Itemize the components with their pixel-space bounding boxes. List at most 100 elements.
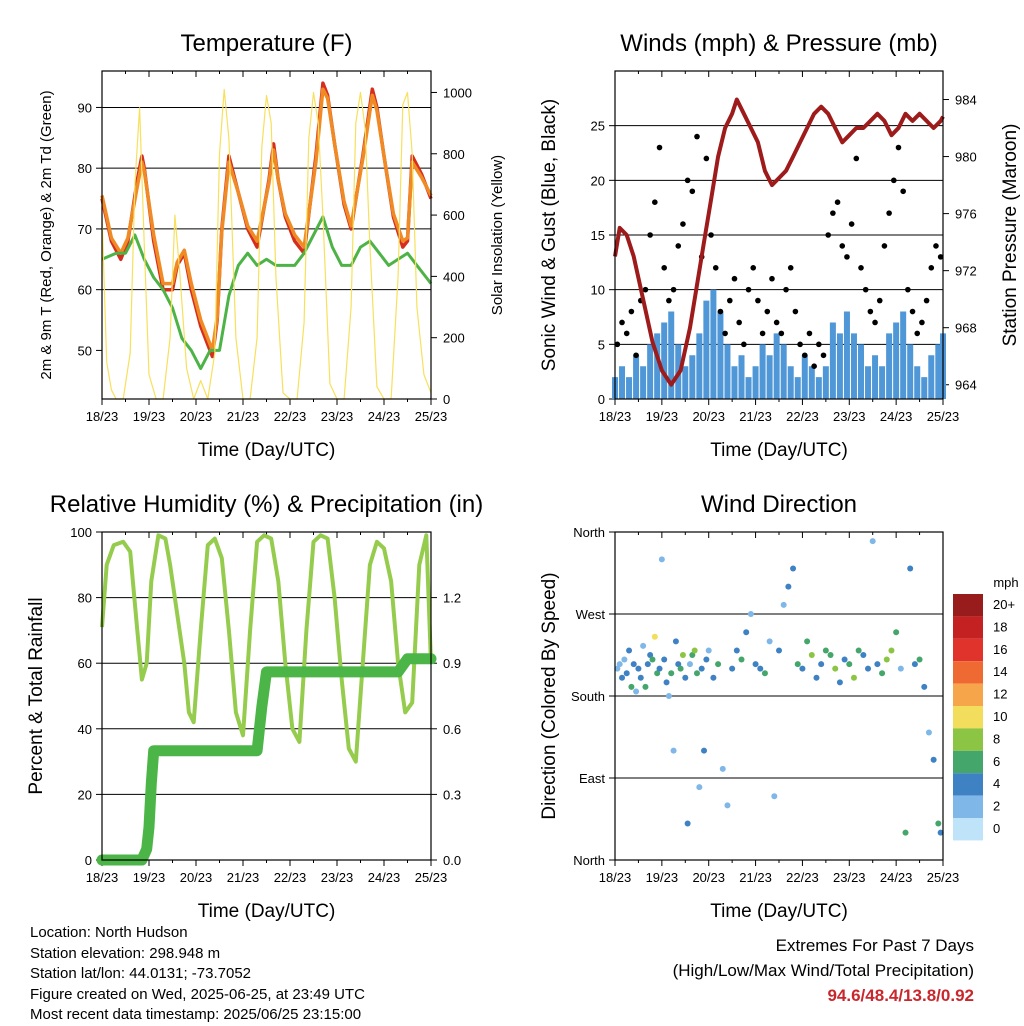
legend-label: 10: [993, 709, 1007, 724]
direction-point: [715, 661, 722, 668]
location-text: Location: North Hudson: [30, 924, 188, 941]
direction-point: [874, 661, 881, 668]
series-line-9m-t: [100, 87, 433, 353]
direction-point: [616, 661, 623, 668]
legend-label: 8: [993, 731, 1000, 746]
x-tick-label: 24/23: [368, 870, 401, 885]
x-tick-label: 24/23: [368, 409, 401, 424]
plot-frame: [101, 531, 432, 861]
y-tick-label: South: [571, 689, 605, 704]
direction-point: [698, 665, 705, 672]
legend-swatch: [953, 616, 983, 639]
gust-point: [830, 210, 836, 216]
direction-point: [935, 820, 942, 827]
direction-point: [794, 661, 801, 668]
gust-point: [670, 286, 677, 293]
plot-frame: [614, 531, 944, 861]
direction-point: [694, 670, 700, 677]
direction-point: [656, 665, 663, 672]
legend-label: 20+: [993, 597, 1015, 612]
y2-tick-label: 972: [955, 264, 977, 279]
direction-point: [841, 656, 848, 663]
direction-point: [684, 820, 691, 827]
panel-title: Relative Humidity (%) & Precipitation (i…: [50, 491, 483, 518]
direction-point: [869, 538, 876, 545]
gust-point: [797, 341, 803, 348]
direction-point: [614, 665, 621, 672]
legend-swatch: [953, 638, 983, 662]
direction-point: [679, 652, 686, 658]
legend-label: 16: [993, 642, 1007, 657]
direction-point: [635, 665, 642, 672]
gust-point: [783, 286, 789, 293]
direction-point: [729, 665, 736, 672]
gust-point: [909, 308, 916, 315]
direction-point: [771, 793, 778, 800]
direction-point: [670, 747, 677, 754]
x-tick-label: 19/23: [133, 409, 166, 424]
y2-tick-label: 0.3: [443, 787, 461, 802]
direction-point: [780, 601, 787, 608]
gust-point: [731, 275, 738, 282]
plot-frame: [614, 70, 944, 400]
latlon-text: Station lat/lon: 44.0131; -73.7052: [30, 965, 252, 982]
direction-point: [658, 556, 665, 563]
y-tick-label: 20: [591, 173, 605, 188]
x-tick-label: 21/23: [739, 870, 772, 885]
gust-point: [759, 330, 766, 337]
gust-point: [839, 243, 846, 249]
x-tick-label: 18/23: [86, 409, 119, 424]
extremes-subheading: (High/Low/Max Wind/Total Precipitation): [672, 961, 974, 980]
panel-title: Temperature (F): [180, 30, 352, 57]
direction-point: [630, 661, 637, 668]
x-tick-label: 22/23: [786, 870, 819, 885]
gust-point: [755, 297, 761, 304]
y-tick-label: 25: [591, 119, 605, 134]
direction-point: [705, 647, 712, 654]
y-tick-label: 5: [598, 337, 605, 352]
gust-point: [900, 188, 906, 195]
extremes-heading: Extremes For Past 7 Days: [775, 936, 974, 955]
legend-label: 0: [993, 821, 1000, 836]
direction-point: [668, 670, 675, 677]
gust-point: [717, 308, 724, 315]
direction-point: [850, 674, 857, 681]
direction-point: [766, 638, 773, 645]
gust-point: [773, 319, 780, 326]
x-tick-label: 20/23: [180, 409, 213, 424]
direction-point: [665, 693, 672, 699]
y-tick-label: 0: [85, 853, 92, 868]
legend-swatch: [953, 661, 983, 684]
direction-point: [689, 652, 696, 658]
gust-point: [708, 232, 714, 238]
elevation-text: Station elevation: 298.948 m: [30, 944, 221, 962]
y2-axis-label: Solar Insolation (Yellow): [489, 155, 506, 315]
direction-point: [701, 747, 708, 754]
direction-point: [893, 629, 900, 636]
direction-point: [703, 656, 710, 663]
gust-point: [703, 155, 710, 162]
gust-point: [816, 341, 822, 348]
latest-timestamp-text: Most recent data timestamp: 2025/06/25 2…: [30, 1006, 362, 1023]
legend-label: 2: [993, 799, 1000, 814]
y2-tick-label: 600: [443, 208, 465, 223]
direction-point: [677, 665, 684, 672]
gust-point: [656, 144, 663, 151]
direction-point: [633, 688, 640, 695]
y-tick-label: East: [579, 771, 605, 786]
gust-point: [923, 297, 930, 304]
direction-point: [888, 647, 895, 654]
legend-swatch: [953, 818, 983, 841]
x-tick-label: 19/23: [646, 409, 679, 424]
gust-point: [811, 363, 817, 370]
legend-swatch: [953, 773, 983, 796]
direction-point: [855, 647, 862, 654]
gust-point: [928, 265, 935, 271]
x-axis-label: Time (Day/UTC): [710, 901, 848, 922]
gust-point: [825, 232, 831, 238]
gust-point: [933, 243, 939, 249]
gust-point: [876, 297, 883, 304]
station-info: Location: North Hudson Station elevation…: [30, 923, 365, 1026]
gust-point: [905, 286, 911, 293]
gust-point: [642, 286, 649, 293]
